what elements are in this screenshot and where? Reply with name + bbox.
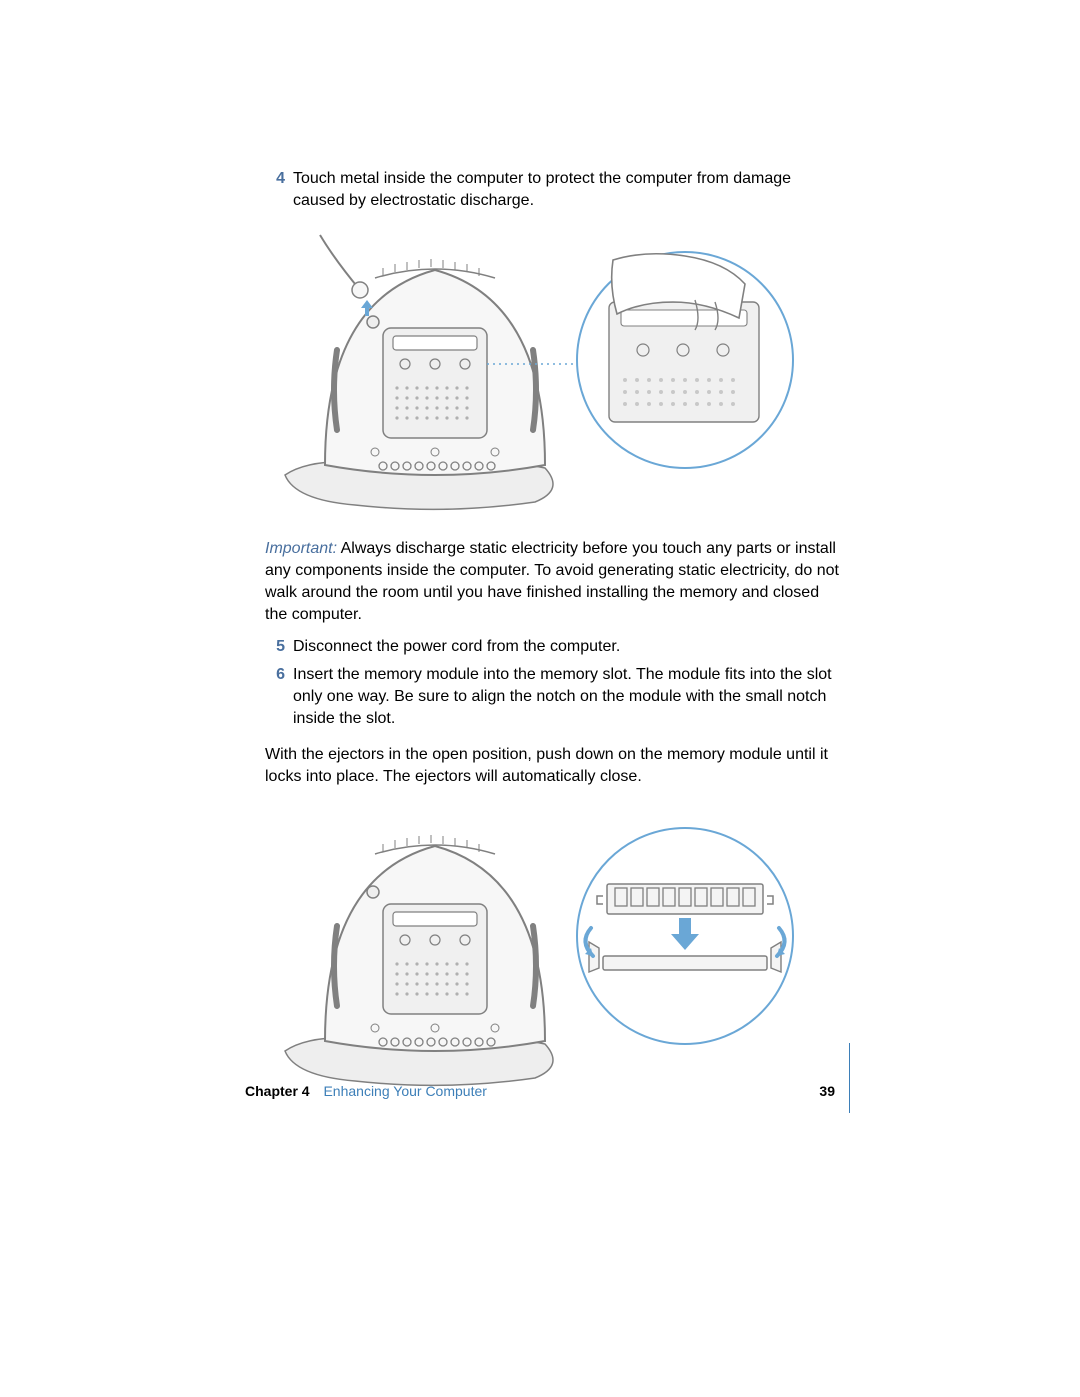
footer-left: Chapter 4 Enhancing Your Computer bbox=[245, 1083, 487, 1099]
figure-discharge-static bbox=[265, 230, 805, 520]
paragraph-ejectors: With the ejectors in the open position, … bbox=[265, 744, 845, 788]
page-footer: Chapter 4 Enhancing Your Computer 39 bbox=[245, 1083, 845, 1099]
step-text: Touch metal inside the computer to prote… bbox=[293, 168, 845, 212]
step-number: 6 bbox=[265, 664, 285, 730]
step-number: 4 bbox=[265, 168, 285, 212]
illustration-emac-touch-metal bbox=[265, 230, 805, 520]
footer-rule bbox=[849, 1043, 850, 1113]
step-text: Disconnect the power cord from the compu… bbox=[293, 636, 620, 658]
footer-chapter-label: Chapter 4 bbox=[245, 1083, 310, 1099]
step-number: 5 bbox=[265, 636, 285, 658]
figure-insert-memory bbox=[265, 806, 805, 1096]
manual-page: 4 Touch metal inside the computer to pro… bbox=[0, 0, 1080, 1397]
important-note: Important: Always discharge static elect… bbox=[265, 538, 845, 626]
step-5: 5 Disconnect the power cord from the com… bbox=[265, 636, 845, 658]
footer-page-number: 39 bbox=[819, 1083, 835, 1099]
step-text: Insert the memory module into the memory… bbox=[293, 664, 845, 730]
footer-chapter-title: Enhancing Your Computer bbox=[323, 1083, 486, 1099]
important-text: Always discharge static electricity befo… bbox=[265, 540, 839, 623]
illustration-emac-insert-dimm bbox=[265, 806, 805, 1096]
step-4: 4 Touch metal inside the computer to pro… bbox=[265, 168, 845, 212]
page-content: 4 Touch metal inside the computer to pro… bbox=[265, 168, 845, 1114]
step-6: 6 Insert the memory module into the memo… bbox=[265, 664, 845, 730]
important-label: Important: bbox=[265, 540, 337, 557]
